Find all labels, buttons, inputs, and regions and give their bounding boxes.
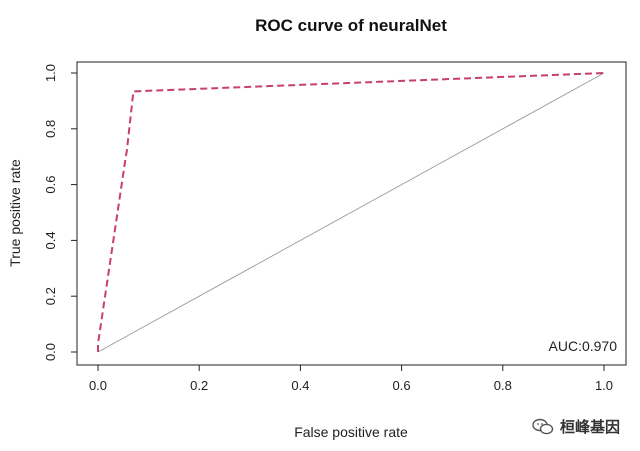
x-tick-label: 1.0 (595, 378, 613, 393)
x-tick-label: 0.4 (291, 378, 309, 393)
x-tick-label: 0.0 (89, 378, 107, 393)
y-axis: 0.0 0.2 0.4 0.6 0.8 1.0 (43, 64, 77, 361)
x-axis: 0.0 0.2 0.4 0.6 0.8 1.0 (89, 365, 613, 393)
x-tick-label: 0.8 (494, 378, 512, 393)
x-axis-title: False positive rate (294, 424, 408, 440)
y-tick-label: 0.6 (43, 176, 58, 194)
wechat-icon (532, 418, 554, 434)
y-tick-label: 0.4 (43, 231, 58, 249)
y-tick-label: 0.2 (43, 287, 58, 305)
watermark-text: 桓峰基因 (559, 418, 620, 436)
roc-curve-series (97, 72, 605, 352)
y-tick-label: 0.0 (43, 343, 58, 361)
x-tick-label: 0.6 (393, 378, 411, 393)
y-tick-label: 1.0 (43, 64, 58, 82)
x-tick-label: 0.2 (190, 378, 208, 393)
y-tick-label: 0.8 (43, 120, 58, 138)
watermark: 桓峰基因 (532, 416, 620, 437)
chart-title: ROC curve of neuralNet (255, 16, 447, 35)
plot-frame (76, 61, 627, 366)
y-axis-title: True positive rate (7, 159, 23, 267)
auc-annotation: AUC:0.970 (549, 338, 618, 354)
reference-diagonal-line (97, 72, 605, 353)
